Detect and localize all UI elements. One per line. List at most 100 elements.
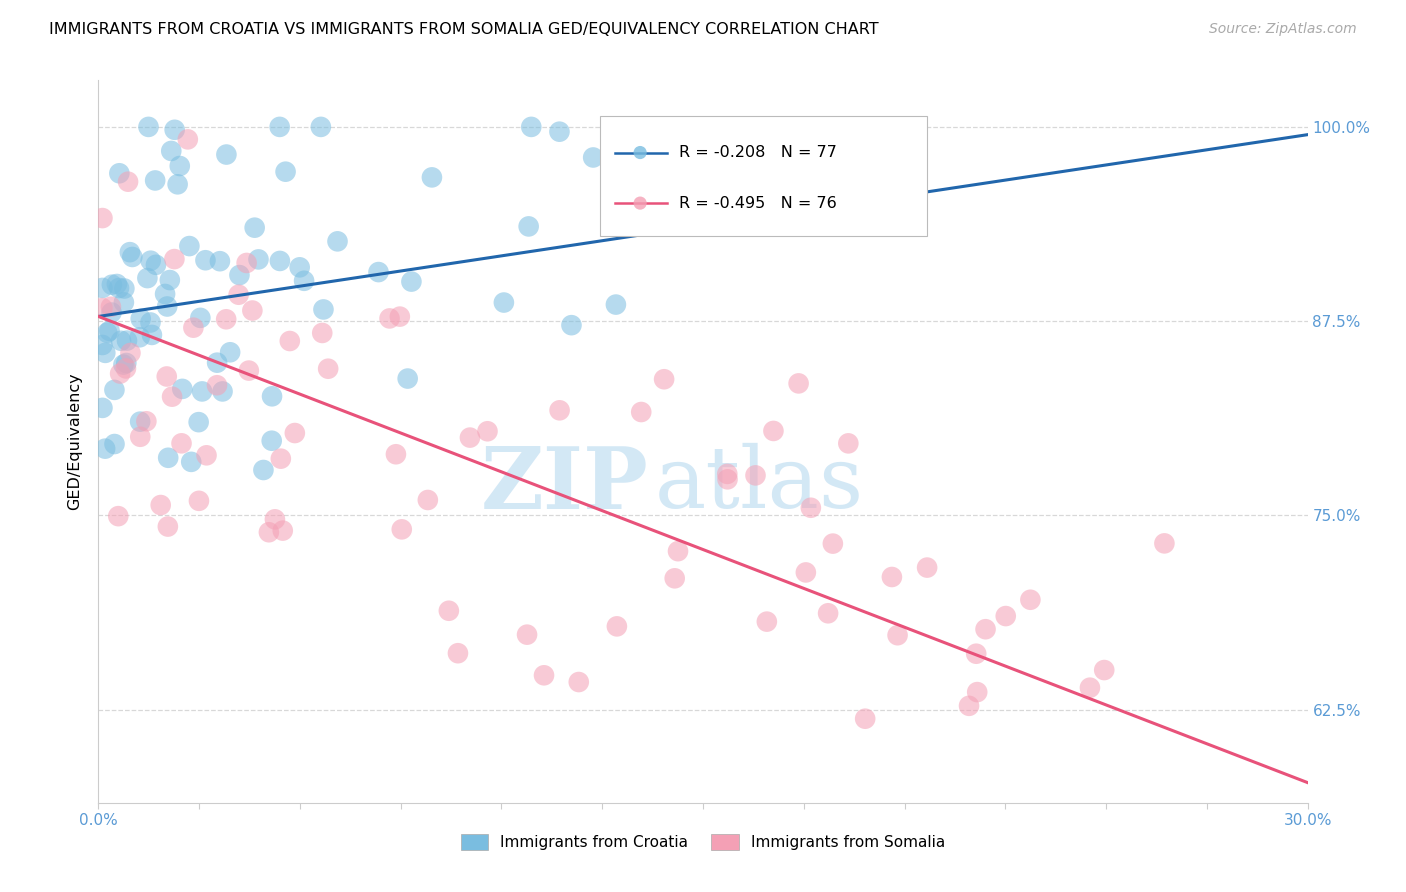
Point	[160, 390, 183, 404]
Point	[121, 250, 143, 264]
Y-axis label: GED/Equivalency: GED/Equivalency	[67, 373, 83, 510]
Point	[311, 326, 333, 340]
Point	[1019, 592, 1042, 607]
Point	[91, 338, 114, 352]
Point	[118, 245, 141, 260]
Point	[103, 437, 125, 451]
Point	[138, 120, 160, 134]
Point	[853, 712, 876, 726]
Point	[1092, 663, 1115, 677]
Point	[278, 334, 301, 348]
Point	[208, 254, 231, 268]
Point	[228, 287, 250, 301]
Point	[179, 239, 201, 253]
Point	[257, 525, 280, 540]
Point	[260, 389, 283, 403]
Point	[666, 544, 689, 558]
Point	[787, 376, 810, 391]
Point	[145, 258, 167, 272]
Point	[517, 219, 540, 234]
Point	[821, 536, 844, 550]
Point	[401, 275, 423, 289]
Point	[533, 668, 555, 682]
Text: R = -0.208   N = 77: R = -0.208 N = 77	[679, 145, 837, 160]
Point	[96, 326, 118, 340]
Point	[107, 509, 129, 524]
Point	[260, 434, 283, 448]
Text: R = -0.495   N = 76: R = -0.495 N = 76	[679, 195, 837, 211]
Point	[101, 277, 124, 292]
Point	[548, 403, 571, 417]
Point	[630, 405, 652, 419]
Point	[391, 522, 413, 536]
Point	[187, 415, 209, 429]
Point	[800, 500, 823, 515]
Point	[195, 448, 218, 462]
Point	[156, 369, 179, 384]
FancyBboxPatch shape	[600, 117, 927, 235]
Point	[238, 363, 260, 377]
Point	[416, 493, 439, 508]
Point	[91, 401, 114, 415]
Point	[396, 371, 419, 385]
Point	[94, 346, 117, 360]
Point	[1153, 536, 1175, 550]
Point	[215, 147, 238, 161]
Point	[269, 120, 291, 134]
Point	[520, 120, 543, 134]
Text: IMMIGRANTS FROM CROATIA VS IMMIGRANTS FROM SOMALIA GED/EQUIVALENCY CORRELATION C: IMMIGRANTS FROM CROATIA VS IMMIGRANTS FR…	[49, 22, 879, 37]
Point	[169, 159, 191, 173]
Point	[205, 356, 228, 370]
Point	[156, 519, 179, 533]
Point	[264, 512, 287, 526]
Point	[378, 311, 401, 326]
Point	[112, 358, 135, 372]
Point	[252, 463, 274, 477]
Point	[568, 675, 591, 690]
Text: atlas: atlas	[655, 443, 863, 526]
Point	[367, 265, 389, 279]
Point	[548, 125, 571, 139]
Point	[108, 281, 131, 295]
Point	[269, 254, 291, 268]
Point	[163, 252, 186, 266]
Point	[219, 345, 242, 359]
Point	[163, 123, 186, 137]
Point	[136, 271, 159, 285]
Point	[160, 144, 183, 158]
Point	[94, 442, 117, 456]
Point	[100, 300, 122, 314]
Point	[605, 297, 627, 311]
Point	[177, 132, 200, 146]
Point	[180, 455, 202, 469]
Point	[139, 253, 162, 268]
Point	[274, 164, 297, 178]
Point	[194, 253, 217, 268]
Point	[247, 252, 270, 267]
Point	[112, 295, 135, 310]
Point	[560, 318, 582, 333]
Point	[994, 609, 1017, 624]
Point	[606, 619, 628, 633]
Point	[965, 647, 987, 661]
Point	[316, 361, 339, 376]
Point	[91, 281, 114, 295]
Point	[240, 303, 263, 318]
Point	[420, 170, 443, 185]
Legend: Immigrants from Croatia, Immigrants from Somalia: Immigrants from Croatia, Immigrants from…	[454, 829, 952, 856]
Point	[205, 378, 228, 392]
Point	[966, 685, 988, 699]
Point	[1078, 681, 1101, 695]
Point	[312, 302, 335, 317]
Point	[664, 571, 686, 585]
Point	[129, 430, 152, 444]
Text: ZIP: ZIP	[481, 443, 648, 527]
Point	[105, 277, 128, 291]
Point	[183, 320, 205, 334]
Point	[755, 615, 778, 629]
Point	[172, 382, 194, 396]
Point	[271, 524, 294, 538]
Point	[886, 628, 908, 642]
Point	[744, 468, 766, 483]
Point	[492, 295, 515, 310]
